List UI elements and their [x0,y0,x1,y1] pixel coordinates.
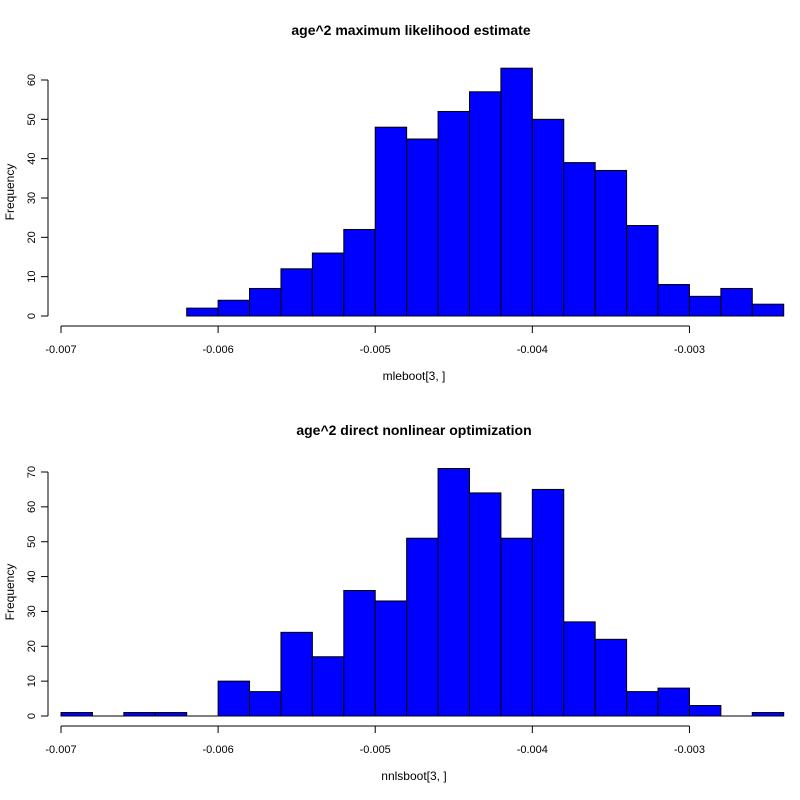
histogram-bar [594,638,628,717]
histogram-bar [657,687,690,717]
histogram-bar [311,252,345,317]
histogram-bar [531,118,565,317]
y-axis-label: Frequency [3,164,17,221]
histogram-bar [217,299,251,317]
histogram-bar [563,621,596,717]
x-tick-label: -0.006 [203,744,234,756]
y-tick-label: 50 [26,113,38,125]
histogram-bar [468,91,502,317]
y-tick-label: 40 [26,153,38,165]
bars [60,468,785,717]
y-tick-label: 20 [26,231,38,243]
y-tick-label: 30 [26,192,38,204]
histogram-bar [374,126,408,317]
histogram-bar [406,138,439,317]
histogram-bar [688,295,722,317]
y-tick-label: 10 [26,271,38,283]
histogram-bar [311,656,345,717]
x-tick-label: -0.004 [517,744,548,756]
y-axis: 0 10 20 30 40 50 60 [26,74,49,319]
histogram-bar [500,67,533,317]
histogram-bar [280,631,313,717]
x-tick-label: -0.007 [45,344,76,356]
x-axis-label: mleboot[3, ] [383,369,446,383]
bars [186,67,785,317]
y-tick-label: 70 [26,466,38,478]
histogram-bar [751,303,785,317]
histogram-bar [249,287,282,317]
histogram-bar [500,537,533,717]
histogram-bar [626,691,659,717]
histogram-panel-mle: age^2 maximum likelihood estimate mleboo… [3,22,785,383]
y-tick-label: 60 [26,501,38,513]
histogram-chart-mle: age^2 maximum likelihood estimate mleboo… [3,22,785,383]
x-tick-label: -0.007 [45,744,76,756]
chart-title: age^2 direct nonlinear optimization [296,422,531,438]
y-tick-label: 10 [26,675,38,687]
histogram-bar [720,287,753,317]
x-axis: -0.007 -0.006 -0.005 -0.004 -0.003 [45,725,705,756]
y-tick-label: 60 [26,74,38,86]
histogram-chart-nnls: age^2 direct nonlinear optimization nnls… [3,422,785,783]
histogram-bar [186,307,219,317]
x-axis-label: nnlsboot[3, ] [381,769,446,783]
y-axis: 0 10 20 30 40 50 60 70 [26,466,49,719]
histogram-bar [217,680,251,717]
histogram-bar [437,468,470,717]
y-axis-label: Frequency [3,564,17,621]
histogram-bar [688,705,722,717]
histogram-bar [657,284,690,317]
histogram-bar [343,590,376,717]
histogram-bar [437,110,470,317]
x-tick-label: -0.006 [203,344,234,356]
y-tick-label: 20 [26,640,38,652]
histogram-bar [531,488,565,717]
histogram-bar [123,712,156,717]
histogram-bar [60,712,93,717]
histogram-bar [626,225,659,317]
histogram-bar [280,268,313,317]
histogram-bar [563,162,596,317]
x-tick-label: -0.003 [674,744,705,756]
histogram-bar [751,712,785,717]
x-axis: -0.007 -0.006 -0.005 -0.004 -0.003 [45,325,705,356]
y-tick-label: 0 [26,313,38,319]
x-tick-label: -0.003 [674,344,705,356]
chart-title: age^2 maximum likelihood estimate [291,22,530,38]
x-tick-label: -0.004 [517,344,548,356]
histogram-bar [406,537,439,717]
histogram-bar [468,492,502,717]
y-tick-label: 50 [26,536,38,548]
x-tick-label: -0.005 [360,344,391,356]
y-tick-label: 0 [26,713,38,719]
y-tick-label: 30 [26,605,38,617]
histogram-bar [154,712,188,717]
histogram-panel-nnls: age^2 direct nonlinear optimization nnls… [0,400,800,800]
histogram-bar [343,228,376,317]
histogram-bar [374,600,408,717]
x-tick-label: -0.005 [360,744,391,756]
histogram-bar [249,691,282,717]
histogram-bar [594,169,628,317]
y-tick-label: 40 [26,570,38,582]
